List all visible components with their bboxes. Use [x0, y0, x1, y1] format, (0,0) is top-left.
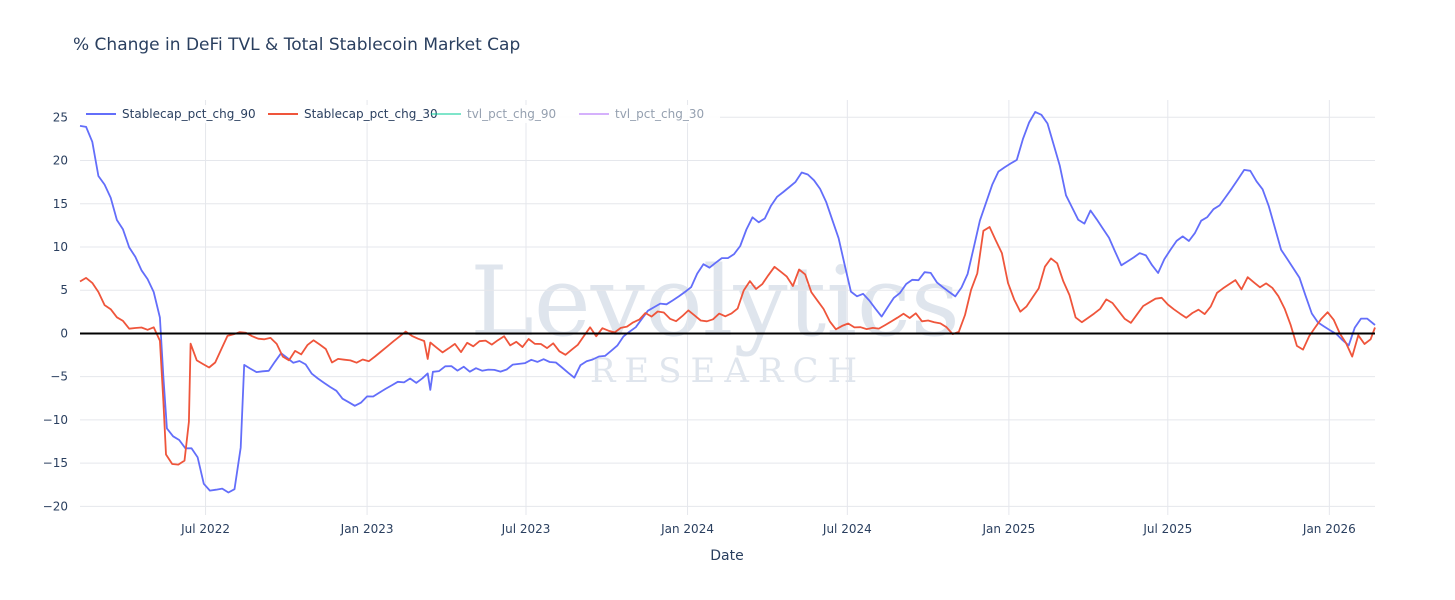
legend-label: Stablecap_pct_chg_30	[304, 107, 438, 121]
x-tick-label: Jul 2024	[822, 522, 872, 536]
x-axis-tick-labels: Jul 2022 Jan 2023 Jul 2023 Jan 2024 Jul 2024…	[180, 522, 1356, 536]
plot-area[interactable]	[79, 111, 1376, 494]
legend-background	[80, 105, 720, 123]
y-tick-label: 10	[53, 240, 68, 254]
series-line-Stablecap_pct_chg_30[interactable]	[79, 226, 1376, 466]
y-axis-tick-labels: 25 20 15 10 5 0 −5 −10 −15 −20	[43, 110, 68, 513]
x-axis-title: Date	[710, 548, 743, 564]
y-tick-label: −5	[50, 370, 68, 384]
x-tick-label: Jan 2026	[1302, 522, 1356, 536]
y-tick-label: 0	[60, 326, 68, 340]
legend-item-Stablecap_pct_chg_90[interactable]: Stablecap_pct_chg_90	[86, 107, 256, 121]
y-tick-label: −15	[43, 456, 68, 470]
x-tick-label: Jul 2022	[180, 522, 230, 536]
watermark: Levolytics RESEARCH	[470, 246, 960, 391]
series-line-Stablecap_pct_chg_90[interactable]	[79, 111, 1376, 494]
legend-label: Stablecap_pct_chg_90	[122, 107, 256, 121]
x-tick-label: Jan 2025	[981, 522, 1035, 536]
legend-item-Stablecap_pct_chg_30[interactable]: Stablecap_pct_chg_30	[268, 107, 438, 121]
chart-title: % Change in DeFi TVL & Total Stablecoin …	[73, 35, 520, 55]
x-tick-label: Jan 2023	[340, 522, 394, 536]
legend-label: tvl_pct_chg_30	[615, 107, 704, 121]
x-tick-label: Jul 2025	[1142, 522, 1192, 536]
y-tick-label: 25	[53, 110, 68, 124]
watermark-main-text: Levolytics	[470, 246, 960, 358]
legend[interactable]: Stablecap_pct_chg_90 Stablecap_pct_chg_30…	[80, 105, 720, 123]
x-tick-label: Jul 2023	[501, 522, 551, 536]
y-tick-label: −10	[43, 413, 68, 427]
legend-item-tvl_pct_chg_90[interactable]: tvl_pct_chg_90	[431, 107, 556, 121]
x-tick-label: Jan 2024	[660, 522, 714, 536]
y-tick-label: −20	[43, 499, 68, 513]
watermark-sub-text: RESEARCH	[590, 351, 866, 391]
legend-label: tvl_pct_chg_90	[467, 107, 556, 121]
y-tick-label: 5	[60, 283, 68, 297]
legend-item-tvl_pct_chg_30[interactable]: tvl_pct_chg_30	[579, 107, 704, 121]
y-tick-label: 15	[53, 197, 68, 211]
y-tick-label: 20	[53, 154, 68, 168]
